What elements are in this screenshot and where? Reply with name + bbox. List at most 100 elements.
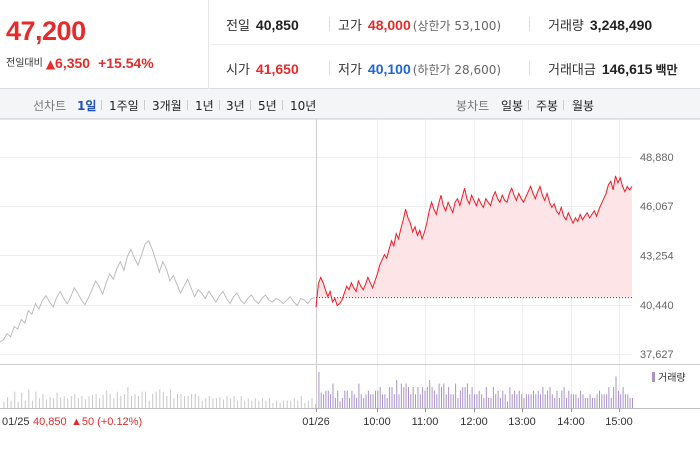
volume-bar: [205, 398, 207, 408]
volume-bar: [92, 395, 93, 408]
volume-bar: [549, 387, 551, 408]
volume-bar: [372, 394, 374, 408]
volume-bar: [81, 396, 83, 408]
divider: [219, 100, 220, 110]
volume-bar: [7, 397, 9, 408]
period-3m-tab[interactable]: 3개월: [152, 99, 182, 113]
volume-bar: [14, 391, 16, 408]
volume-bar: [116, 391, 118, 408]
volume-bar: [346, 390, 348, 408]
volume-bar: [10, 400, 12, 408]
volume-bar: [464, 387, 466, 408]
divider: [563, 100, 564, 110]
volume-bar: [415, 394, 416, 408]
volume-bar: [516, 394, 518, 408]
volume-bar: [544, 394, 546, 408]
volume-bar: [173, 398, 175, 408]
open-value: 41,650: [255, 61, 299, 77]
volume-bar: [254, 398, 256, 408]
volume-bar: [358, 383, 360, 408]
volume-bar: [365, 394, 367, 408]
y-axis: 48,880 46,067 43,254 40,440 37,627: [640, 152, 674, 361]
high-value: 48,000: [367, 17, 411, 33]
volume-bar: [603, 394, 605, 408]
volume-value: 3,248,490: [589, 17, 653, 33]
volume-bar: [327, 390, 329, 408]
candle-weekly-tab[interactable]: 주봉: [536, 99, 559, 113]
volume-bar: [84, 399, 86, 408]
volume-bar: [17, 401, 19, 408]
volume-bar: [325, 390, 327, 408]
intraday-chart[interactable]: 48,880 46,067 43,254 40,440 37,627 거래량 01/26…: [0, 119, 700, 450]
divider: [210, 44, 700, 45]
volume-bar: [339, 401, 341, 408]
stat-volume: 거래량 3,248,490: [548, 17, 653, 34]
volume-bar: [448, 387, 450, 408]
y-tick-label: 40,440: [640, 300, 674, 312]
volume-bar: [180, 393, 182, 408]
period-5y-tab[interactable]: 5년: [258, 99, 277, 113]
volume-bar: [408, 387, 409, 408]
volume-bar: [244, 400, 246, 408]
divider: [101, 100, 102, 110]
volume-bar: [145, 391, 147, 408]
period-1d-tab[interactable]: 1일: [77, 99, 97, 113]
volume-bar: [431, 387, 433, 408]
volume-bar: [584, 397, 586, 408]
volume-bar: [542, 387, 544, 408]
volume-bar: [21, 392, 23, 408]
volume-bar: [599, 390, 600, 408]
volume-bar: [230, 398, 232, 408]
prev-day-date: 01/25: [2, 416, 30, 428]
volume-bar: [511, 394, 513, 408]
volume-bar: [99, 398, 101, 408]
volume-bar: [452, 394, 454, 408]
volume-bar: [551, 394, 553, 408]
volume-bar: [31, 400, 33, 408]
volume-bar: [398, 394, 400, 408]
volume-bar: [293, 398, 295, 408]
volume-bar: [613, 387, 615, 408]
period-10y-tab[interactable]: 10년: [290, 99, 317, 113]
x-tick-label: 11:00: [412, 416, 439, 428]
period-3y-tab[interactable]: 3년: [226, 99, 245, 113]
volume-bar: [120, 396, 122, 408]
divider: [528, 100, 529, 110]
upper-limit: (상한가 53,100): [412, 19, 502, 33]
volume-bar: [535, 394, 537, 408]
volume-bar: [471, 387, 473, 408]
volume-bar: [450, 394, 452, 408]
volume-bar: [341, 397, 343, 408]
volume-bar: [554, 397, 556, 408]
volume-bar: [279, 402, 281, 408]
volume-bar: [533, 390, 534, 408]
today-area-fill: [316, 175, 632, 308]
volume-bar: [375, 390, 376, 408]
volume-bar: [629, 397, 631, 408]
volume-bar: [286, 400, 288, 408]
volume-bar: [70, 396, 72, 408]
x-tick-label: 01/26: [302, 416, 330, 428]
volume-bar: [311, 398, 313, 408]
candle-daily-tab[interactable]: 일봉: [501, 99, 524, 113]
volume-bar: [438, 383, 440, 408]
stat-low: 저가 40,100 (하한가 28,600): [338, 61, 502, 78]
period-1y-tab[interactable]: 1년: [195, 99, 214, 113]
volume-bar: [441, 387, 442, 408]
divider: [529, 61, 530, 75]
change-percent: +15.54%: [98, 55, 154, 71]
period-1w-tab[interactable]: 1주일: [109, 99, 139, 113]
volume-bar: [582, 394, 584, 408]
period-bar: 선차트 1일 1주일 3개월 1년 3년 5년 10년 봉차트 일봉 주봉 월봉: [0, 89, 700, 119]
volume-bars: [3, 372, 633, 408]
x-axis: 01/26 10:00 11:00 12:00 13:00 14:00 15:00: [302, 408, 633, 428]
volume-bar: [67, 398, 69, 408]
volume-bar: [223, 399, 224, 408]
volume-bar: [615, 376, 617, 408]
candle-chart-label: 봉차트: [456, 99, 490, 113]
divider: [329, 61, 330, 75]
candle-monthly-tab[interactable]: 월봉: [572, 99, 595, 113]
volume-bar: [457, 397, 459, 408]
volume-bar: [332, 383, 334, 408]
volume-bar: [127, 387, 129, 408]
